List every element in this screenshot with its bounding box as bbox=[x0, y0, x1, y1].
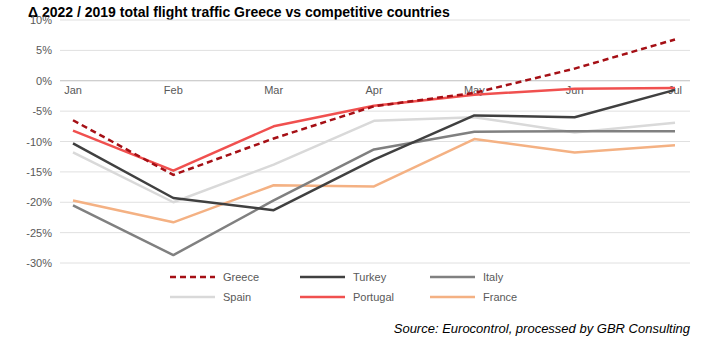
y-tick-label: 5% bbox=[36, 44, 52, 56]
grid-line bbox=[60, 20, 690, 21]
y-tick-label: 0% bbox=[36, 75, 52, 87]
y-tick-label: -25% bbox=[26, 227, 52, 239]
y-tick-label: -10% bbox=[26, 136, 52, 148]
x-tick-label: Feb bbox=[164, 84, 183, 96]
legend-label: Italy bbox=[483, 271, 504, 283]
x-tick-label: Mar bbox=[264, 84, 283, 96]
grid-line bbox=[60, 141, 690, 142]
x-tick-label: Apr bbox=[365, 84, 382, 96]
grid-line bbox=[60, 202, 690, 203]
series-line bbox=[73, 139, 675, 222]
chart: Δ 2022 / 2019 total flight traffic Greec… bbox=[0, 0, 701, 346]
series-line bbox=[73, 88, 675, 171]
legend-label: Spain bbox=[223, 291, 251, 303]
series-group bbox=[73, 39, 675, 255]
legend-label: Greece bbox=[223, 271, 259, 283]
legend-swatch bbox=[300, 276, 345, 279]
y-tick-label: 10% bbox=[30, 14, 52, 26]
y-tick-label: -20% bbox=[26, 196, 52, 208]
legend-label: France bbox=[483, 291, 517, 303]
legend-label: Turkey bbox=[353, 271, 387, 283]
legend-swatch bbox=[430, 276, 475, 279]
y-tick-label: -15% bbox=[26, 166, 52, 178]
title: Δ 2022 / 2019 total flight traffic Greec… bbox=[28, 4, 450, 20]
grid-line bbox=[60, 50, 690, 51]
grid-line bbox=[60, 263, 690, 264]
source-note: Source: Eurocontrol, processed by GBR Co… bbox=[394, 321, 691, 336]
y-tick-label: -5% bbox=[32, 105, 52, 117]
grid-line bbox=[60, 80, 690, 81]
legend-swatch bbox=[170, 276, 215, 279]
legend-swatch bbox=[300, 296, 345, 299]
legend-swatch bbox=[170, 296, 215, 299]
grid-line bbox=[60, 171, 690, 172]
y-tick-label: -30% bbox=[26, 257, 52, 269]
series-line bbox=[73, 39, 675, 174]
legend-label: Portugal bbox=[353, 291, 394, 303]
x-tick-label: Jan bbox=[64, 84, 82, 96]
x-tick-label: Jul bbox=[668, 84, 682, 96]
grid-line bbox=[60, 232, 690, 233]
series-line bbox=[73, 90, 675, 210]
legend-swatch bbox=[430, 296, 475, 299]
